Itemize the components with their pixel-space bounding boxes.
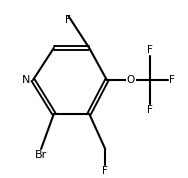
- Text: F: F: [169, 75, 175, 85]
- Text: O: O: [127, 75, 135, 85]
- Text: F: F: [102, 166, 108, 176]
- Text: F: F: [147, 45, 153, 55]
- Text: N: N: [22, 75, 31, 85]
- Text: F: F: [65, 15, 71, 25]
- Text: F: F: [147, 105, 153, 115]
- Text: Br: Br: [35, 150, 47, 160]
